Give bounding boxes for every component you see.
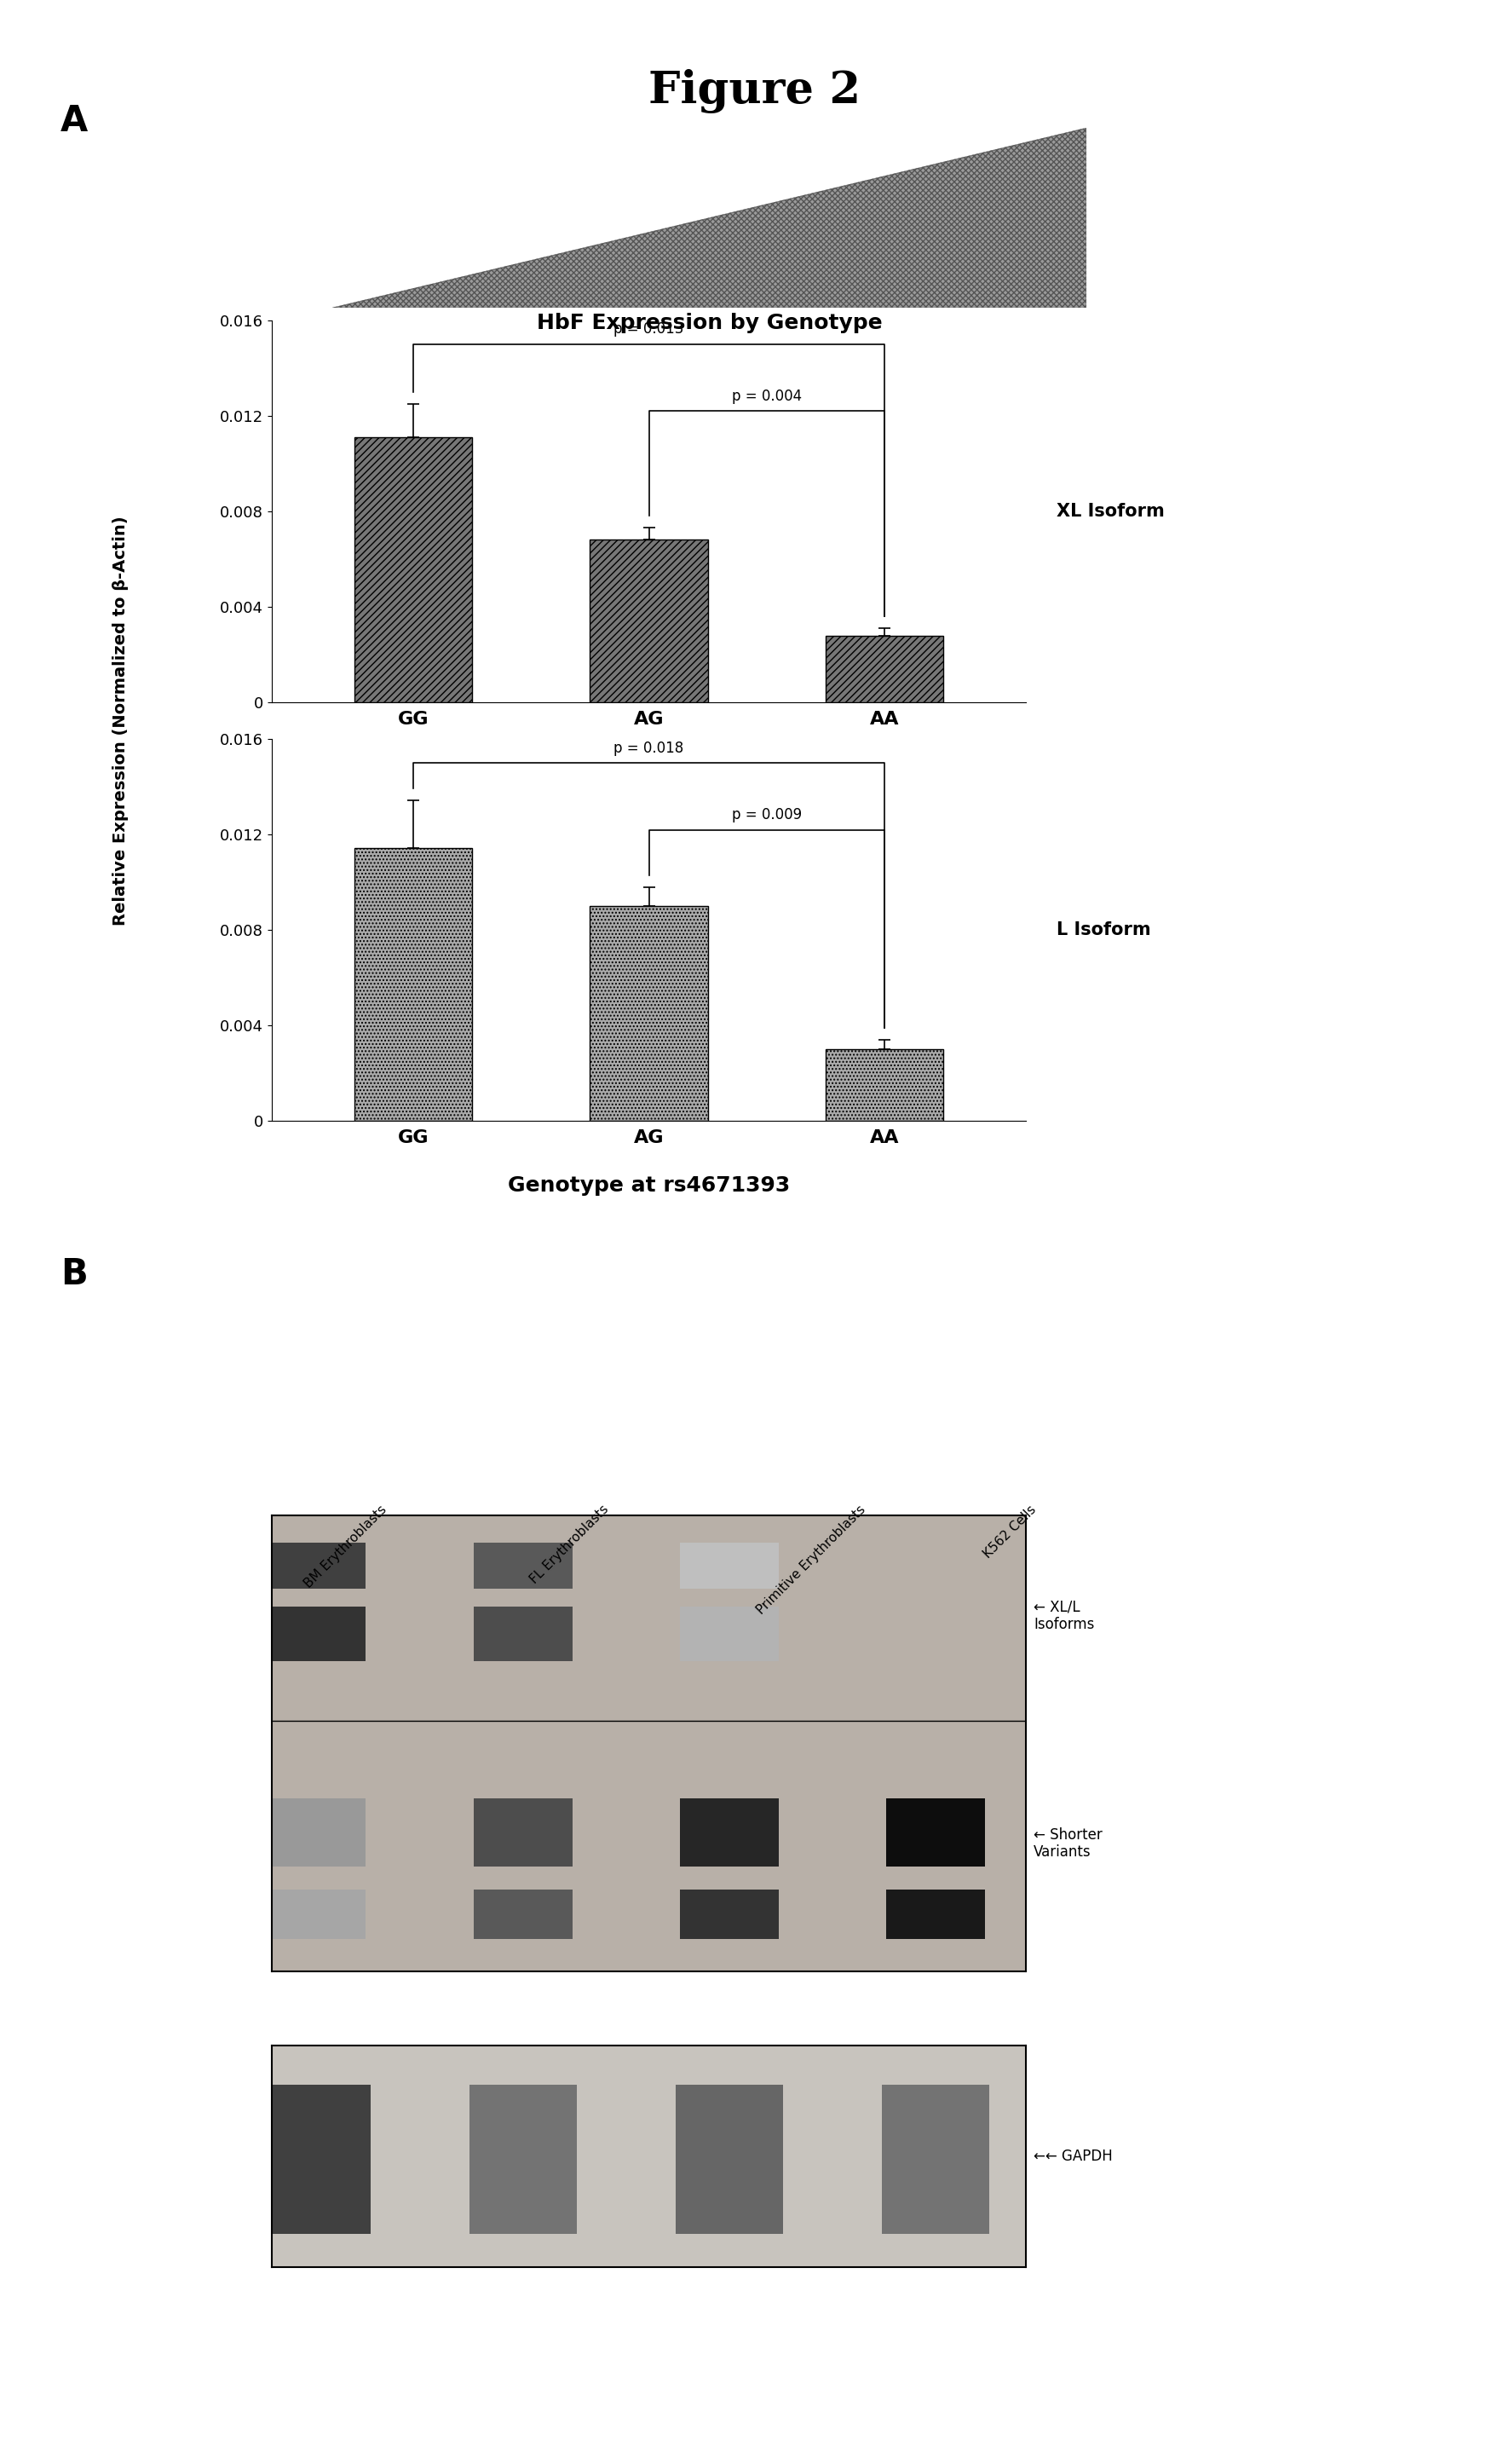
Bar: [887, 1799, 984, 1865]
Text: L Isoform: L Isoform: [1056, 922, 1150, 939]
Bar: [681, 1542, 779, 1589]
Bar: [267, 1799, 365, 1865]
Text: FL Erythroblasts: FL Erythroblasts: [528, 1503, 611, 1587]
Text: p = 0.009: p = 0.009: [732, 808, 801, 823]
Bar: [355, 436, 472, 702]
Text: p = 0.018: p = 0.018: [614, 742, 684, 756]
Bar: [263, 2085, 371, 2232]
Text: K562 Cells: K562 Cells: [981, 1503, 1038, 1560]
Bar: [825, 636, 943, 702]
Text: BM Erythroblasts: BM Erythroblasts: [302, 1503, 389, 1589]
Bar: [267, 1607, 365, 1661]
Bar: [590, 907, 708, 1121]
Text: XL Isoform: XL Isoform: [1056, 503, 1165, 520]
Bar: [825, 1050, 943, 1121]
Text: Relative Expression (Normalized to β-Actin): Relative Expression (Normalized to β-Act…: [113, 515, 128, 926]
Text: HbF Expression by Genotype: HbF Expression by Genotype: [536, 313, 883, 333]
Bar: [267, 1542, 365, 1589]
Bar: [474, 1607, 572, 1661]
Bar: [267, 1890, 365, 1939]
Text: B: B: [60, 1257, 88, 1294]
Bar: [590, 540, 708, 702]
Text: p = 0.013: p = 0.013: [614, 323, 684, 338]
Text: ← Shorter
Variants: ← Shorter Variants: [1034, 1826, 1103, 1860]
Text: A: A: [60, 103, 88, 140]
Polygon shape: [332, 128, 1086, 308]
Text: Genotype at rs4671393: Genotype at rs4671393: [507, 1175, 791, 1195]
Text: ←← GAPDH: ←← GAPDH: [1034, 2149, 1112, 2163]
Bar: [355, 848, 472, 1121]
Text: Figure 2: Figure 2: [649, 69, 860, 113]
Text: ← XL/L
Isoforms: ← XL/L Isoforms: [1034, 1599, 1094, 1631]
Bar: [681, 1607, 779, 1661]
Bar: [474, 1542, 572, 1589]
Bar: [681, 1890, 779, 1939]
Bar: [474, 1799, 572, 1865]
Bar: [474, 1890, 572, 1939]
Bar: [887, 1890, 984, 1939]
Text: p = 0.004: p = 0.004: [732, 389, 801, 404]
Bar: [469, 2085, 576, 2232]
Bar: [676, 2085, 783, 2232]
Bar: [881, 2085, 990, 2232]
Text: Primitive Erythroblasts: Primitive Erythroblasts: [754, 1503, 868, 1616]
Bar: [681, 1799, 779, 1865]
